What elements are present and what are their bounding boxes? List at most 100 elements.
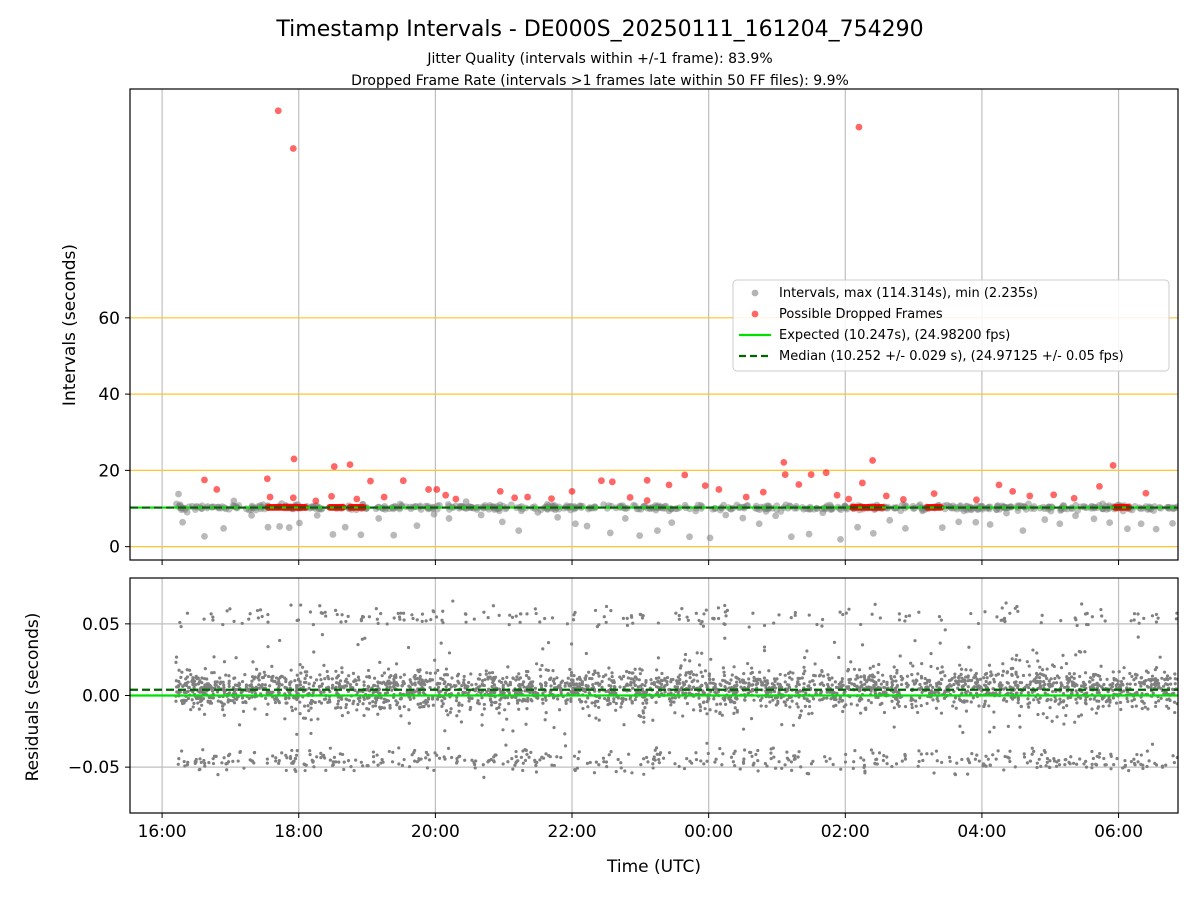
residual-point	[203, 683, 207, 687]
interval-point	[787, 533, 795, 541]
residual-point	[844, 611, 848, 615]
residual-point	[351, 702, 355, 706]
residual-point	[347, 674, 351, 678]
residual-point	[669, 691, 673, 695]
residual-point	[206, 699, 210, 703]
residual-point	[1047, 679, 1051, 683]
residual-point	[508, 613, 512, 617]
residual-point	[876, 671, 880, 675]
residual-point	[200, 681, 204, 685]
residual-point	[675, 681, 679, 686]
residuals-xtick-label-7: 06:00	[1094, 822, 1143, 842]
residual-point	[1071, 761, 1076, 765]
residual-point	[284, 695, 288, 700]
residual-point	[1142, 616, 1146, 620]
residual-point	[211, 615, 215, 619]
residual-point	[657, 757, 661, 762]
residual-point	[1072, 676, 1076, 680]
residual-point	[785, 683, 790, 687]
residual-point	[473, 766, 477, 770]
residual-point	[215, 690, 220, 694]
interval-point	[805, 530, 813, 538]
residual-point	[402, 611, 406, 615]
intervals-ytick-label-3: 60	[98, 309, 120, 329]
residual-point	[854, 677, 858, 681]
residual-point	[1055, 674, 1060, 678]
residual-point	[457, 681, 461, 685]
residual-point	[510, 757, 514, 761]
residual-point	[318, 604, 322, 608]
residual-point	[612, 679, 616, 683]
intervals-ytick-label-0: 0	[109, 538, 120, 558]
residual-point	[514, 749, 518, 754]
residual-point	[1153, 668, 1157, 672]
residual-point	[1084, 765, 1089, 769]
residual-point	[418, 691, 422, 695]
residual-point	[610, 671, 614, 675]
residual-point	[444, 685, 448, 689]
residual-point	[194, 683, 198, 687]
residual-point	[1048, 705, 1052, 710]
residual-point	[583, 676, 587, 680]
residual-point	[539, 685, 544, 689]
residual-point	[1083, 671, 1088, 675]
residual-point	[258, 672, 262, 676]
dropped-frame-point	[930, 490, 938, 498]
residual-point	[1063, 762, 1067, 767]
residual-point	[913, 681, 918, 685]
residual-point	[478, 684, 482, 688]
residual-point	[336, 699, 341, 703]
residual-point	[418, 668, 422, 672]
residual-point	[392, 677, 396, 681]
residual-point	[309, 731, 313, 736]
residual-point	[492, 675, 496, 680]
residual-point	[738, 767, 742, 771]
residual-point	[825, 690, 829, 694]
residual-point	[360, 637, 364, 641]
interval-point	[1056, 520, 1064, 528]
residual-point	[1125, 686, 1129, 690]
residual-point	[462, 674, 466, 679]
residual-point	[185, 683, 189, 688]
residual-point	[855, 703, 859, 707]
residual-point	[397, 762, 401, 766]
residual-point	[1162, 670, 1167, 674]
residual-point	[270, 664, 274, 669]
residual-point	[408, 685, 412, 689]
residual-point	[969, 668, 973, 672]
residual-point	[461, 680, 466, 685]
residual-point	[1021, 673, 1026, 678]
residual-point	[287, 696, 291, 700]
residual-point	[1105, 677, 1109, 681]
residual-point	[739, 685, 743, 689]
residual-point	[528, 690, 532, 695]
residual-point	[963, 682, 968, 686]
residual-point	[242, 766, 246, 770]
residual-point	[818, 698, 822, 702]
residual-point	[951, 704, 955, 708]
residual-point	[935, 666, 940, 671]
residual-point	[1017, 714, 1022, 718]
residual-point	[834, 703, 838, 707]
residual-point	[701, 624, 706, 628]
residual-point	[1009, 691, 1013, 695]
residual-point	[1045, 760, 1049, 765]
residual-point	[607, 688, 611, 693]
residual-point	[1046, 697, 1050, 702]
residual-point	[820, 670, 824, 674]
dropped-frame-point	[1070, 494, 1078, 502]
residual-point	[1062, 685, 1067, 690]
interval-point	[772, 512, 780, 520]
residual-point	[663, 684, 667, 688]
residual-point	[1136, 635, 1140, 639]
residual-point	[412, 751, 416, 755]
dropped-frame-point	[496, 487, 504, 495]
interval-point	[220, 524, 227, 532]
residual-point	[209, 612, 213, 616]
residual-point	[612, 697, 616, 701]
residual-point	[577, 750, 581, 754]
residual-point	[892, 665, 896, 669]
residual-point	[1171, 754, 1175, 758]
residual-point	[186, 689, 190, 694]
residual-point	[735, 676, 739, 680]
